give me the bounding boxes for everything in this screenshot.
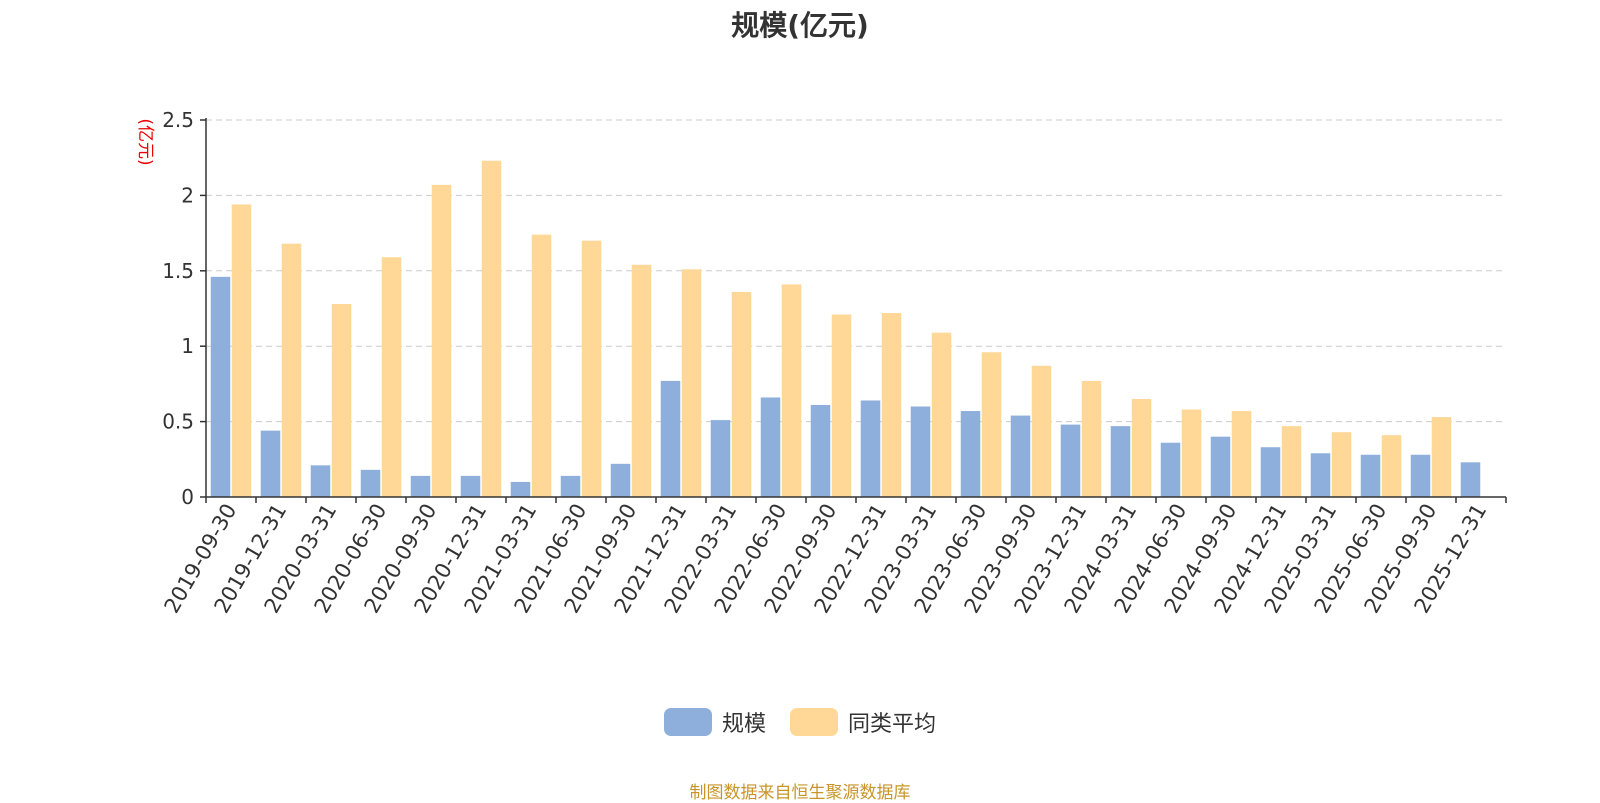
- legend-item-series-2[interactable]: 同类平均: [790, 706, 936, 738]
- bar-series-1[interactable]: [1210, 436, 1231, 497]
- bar-series-1[interactable]: [960, 411, 981, 497]
- y-tick-label: 2: [181, 183, 194, 207]
- y-tick-label: 2.5: [162, 108, 194, 132]
- bar-series-1[interactable]: [560, 475, 581, 497]
- bar-series-2[interactable]: [1381, 435, 1402, 497]
- y-tick-label: 1.5: [162, 259, 194, 283]
- bar-series-1[interactable]: [860, 400, 881, 497]
- y-tick-label: 0: [181, 485, 194, 509]
- bar-series-2[interactable]: [331, 303, 352, 497]
- legend-label-series-2: 同类平均: [848, 712, 937, 737]
- bar-series-1[interactable]: [1160, 442, 1181, 497]
- bar-series-2[interactable]: [631, 264, 652, 497]
- bar-series-1[interactable]: [1460, 462, 1481, 497]
- legend-label-series-1: 规模: [721, 712, 766, 737]
- bar-series-1[interactable]: [360, 469, 381, 497]
- data-source-note: 制图数据来自恒生聚源数据库: [689, 783, 911, 803]
- y-tick-label: 0.5: [162, 410, 194, 434]
- bar-series-2[interactable]: [281, 243, 302, 497]
- bar-series-1[interactable]: [510, 481, 531, 497]
- bar-series-2[interactable]: [1131, 398, 1152, 497]
- bar-series-1[interactable]: [760, 397, 781, 497]
- bar-series-1[interactable]: [1360, 454, 1381, 497]
- bar-series-2[interactable]: [381, 257, 402, 497]
- legend-swatch-series-1: [663, 708, 712, 736]
- bar-series-2[interactable]: [581, 240, 602, 497]
- bar-series-2[interactable]: [781, 284, 802, 497]
- bar-series-2[interactable]: [481, 160, 502, 497]
- bar-series-2[interactable]: [831, 314, 852, 497]
- bar-series-1[interactable]: [1110, 426, 1131, 497]
- chart-title: 规模(亿元): [731, 9, 869, 42]
- bar-series-1[interactable]: [810, 405, 831, 497]
- bar-series-1[interactable]: [1010, 415, 1031, 497]
- y-axis-label: (亿元): [135, 118, 155, 165]
- bar-series-1[interactable]: [210, 276, 231, 497]
- bar-series-1[interactable]: [1310, 453, 1331, 497]
- bar-series-2[interactable]: [881, 313, 902, 497]
- bar-series-2[interactable]: [531, 234, 552, 497]
- bar-series-2[interactable]: [931, 332, 952, 497]
- bar-series-2[interactable]: [1431, 417, 1452, 497]
- bar-series-1[interactable]: [710, 420, 731, 497]
- bar-series-1[interactable]: [1260, 447, 1281, 497]
- bar-series-2[interactable]: [731, 291, 752, 497]
- bar-series-1[interactable]: [310, 465, 331, 497]
- bar-series-1[interactable]: [610, 463, 631, 497]
- bar-series-1[interactable]: [460, 475, 481, 497]
- legend-item-series-1[interactable]: 规模: [663, 706, 766, 738]
- bars: [210, 160, 1481, 497]
- grid-lines: [206, 119, 1506, 423]
- bar-series-2[interactable]: [1031, 365, 1052, 497]
- legend: 规模 同类平均: [0, 706, 1600, 738]
- bar-series-2[interactable]: [981, 352, 1002, 497]
- bar-series-2[interactable]: [231, 204, 252, 497]
- bar-series-1[interactable]: [660, 380, 681, 497]
- bar-series-2[interactable]: [1281, 426, 1302, 497]
- bar-series-2[interactable]: [1331, 432, 1352, 497]
- bar-series-1[interactable]: [1060, 424, 1081, 497]
- bar-series-2[interactable]: [1081, 380, 1102, 497]
- bar-series-2[interactable]: [1231, 411, 1252, 497]
- bar-series-1[interactable]: [1410, 454, 1431, 497]
- bar-series-2[interactable]: [1181, 409, 1202, 497]
- legend-swatch-series-2: [790, 708, 838, 736]
- bar-chart: 00.511.522.52019-09-302019-12-312020-03-…: [135, 108, 1507, 617]
- bar-series-2[interactable]: [681, 269, 702, 497]
- y-tick-label: 1: [181, 334, 194, 358]
- bar-series-1[interactable]: [260, 430, 281, 497]
- bar-series-2[interactable]: [431, 184, 452, 497]
- bar-series-1[interactable]: [410, 475, 431, 497]
- bar-series-1[interactable]: [910, 406, 931, 497]
